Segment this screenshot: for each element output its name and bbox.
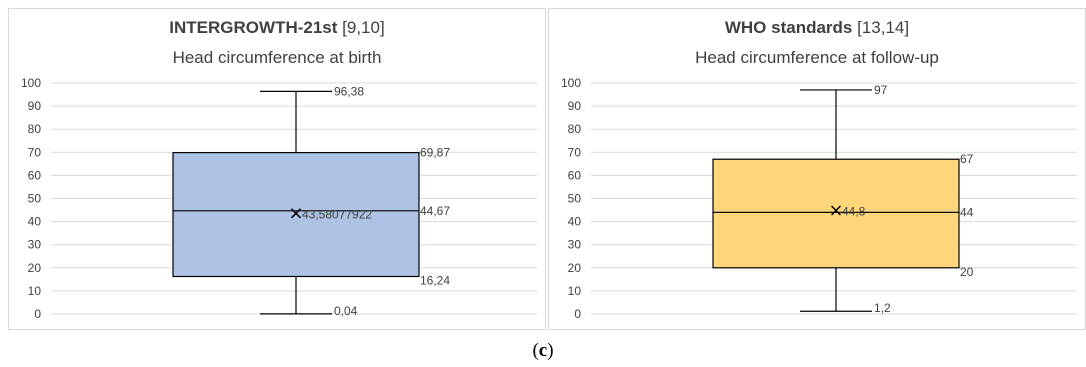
chart-title: INTERGROWTH-21st [9,10] xyxy=(9,17,545,39)
chart-subtitle: Head circumference at birth xyxy=(172,48,382,67)
y-tick-label: 70 xyxy=(28,145,42,159)
max-label: 96,38 xyxy=(334,84,364,98)
chart-panel-who: WHO standards [13,14] Head circumference… xyxy=(548,8,1086,330)
y-tick-label: 70 xyxy=(568,145,582,159)
q3-label: 69,87 xyxy=(420,146,450,160)
figure-panel-caption: (c) xyxy=(0,340,1086,362)
y-tick-label: 10 xyxy=(568,284,582,298)
y-tick-label: 80 xyxy=(28,122,42,136)
max-label: 97 xyxy=(874,83,888,97)
y-tick-label: 60 xyxy=(28,168,42,182)
y-tick-label: 40 xyxy=(28,215,42,229)
q3-label: 67 xyxy=(960,152,974,166)
chart-subtitle: Head circumference at follow-up xyxy=(695,48,939,67)
y-tick-label: 80 xyxy=(568,122,582,136)
mean-label: 43,58077922 xyxy=(302,207,372,221)
y-tick-label: 10 xyxy=(28,284,42,298)
caption-close: ) xyxy=(547,340,554,361)
min-label: 1,2 xyxy=(874,301,891,315)
y-tick-label: 0 xyxy=(34,307,41,321)
y-tick-label: 60 xyxy=(568,168,582,182)
chart-title: WHO standards [13,14] xyxy=(549,17,1085,39)
y-tick-label: 30 xyxy=(28,238,42,252)
y-tick-label: 20 xyxy=(568,261,582,275)
median-label: 44 xyxy=(960,205,974,219)
box-plot-who: 0 10 20 30 40 50 60 70 80 90 100 97 1,2 67 44 20 44,8 xyxy=(561,76,1077,321)
y-tick-label: 50 xyxy=(28,192,42,206)
mean-marker xyxy=(830,205,842,216)
box-plot-intergrowth: 0 10 20 30 40 50 60 70 80 90 100 96,38 0,04 69,87 44,6… xyxy=(21,76,537,321)
chart-title-bold: WHO standards xyxy=(724,18,853,37)
chart-panel-intergrowth: INTERGROWTH-21st [9,10] Head circumferen… xyxy=(8,8,546,330)
caption-letter: c xyxy=(538,340,548,361)
y-tick-label: 90 xyxy=(568,99,582,113)
chart-title-bold: INTERGROWTH-21st xyxy=(169,18,338,37)
y-tick-label: 90 xyxy=(28,99,42,113)
q1-label: 16,24 xyxy=(420,273,450,287)
y-tick-label: 50 xyxy=(568,192,582,206)
y-tick-label: 0 xyxy=(574,307,581,321)
y-tick-label: 100 xyxy=(561,76,581,90)
mean-label: 44,8 xyxy=(842,205,866,219)
chart-title-ref: [13,14] xyxy=(857,18,910,37)
chart-title-ref: [9,10] xyxy=(342,18,385,37)
y-tick-label: 30 xyxy=(568,238,582,252)
min-label: 0,04 xyxy=(334,304,358,318)
iqr-box xyxy=(712,158,960,269)
mean-marker xyxy=(290,208,302,219)
iqr-box xyxy=(172,152,420,278)
caption-open: ( xyxy=(532,340,539,361)
y-tick-label: 20 xyxy=(28,261,42,275)
y-tick-label: 100 xyxy=(21,76,41,90)
median-label: 44,67 xyxy=(420,204,450,218)
y-tick-label: 40 xyxy=(568,215,582,229)
q1-label: 20 xyxy=(960,265,974,279)
